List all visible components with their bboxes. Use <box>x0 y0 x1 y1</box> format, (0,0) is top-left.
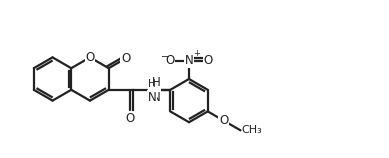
Text: −: − <box>161 52 169 62</box>
Text: O: O <box>126 112 135 125</box>
Text: O: O <box>165 54 174 67</box>
Text: O: O <box>204 54 213 67</box>
Text: N: N <box>185 54 193 67</box>
Text: H: H <box>148 79 156 89</box>
Text: N: N <box>147 91 156 104</box>
Text: H
N: H N <box>152 76 161 104</box>
Text: O: O <box>121 52 130 65</box>
Text: CH₃: CH₃ <box>242 125 262 135</box>
Text: O: O <box>85 51 95 64</box>
Text: O: O <box>219 114 228 127</box>
Text: +: + <box>193 49 200 58</box>
